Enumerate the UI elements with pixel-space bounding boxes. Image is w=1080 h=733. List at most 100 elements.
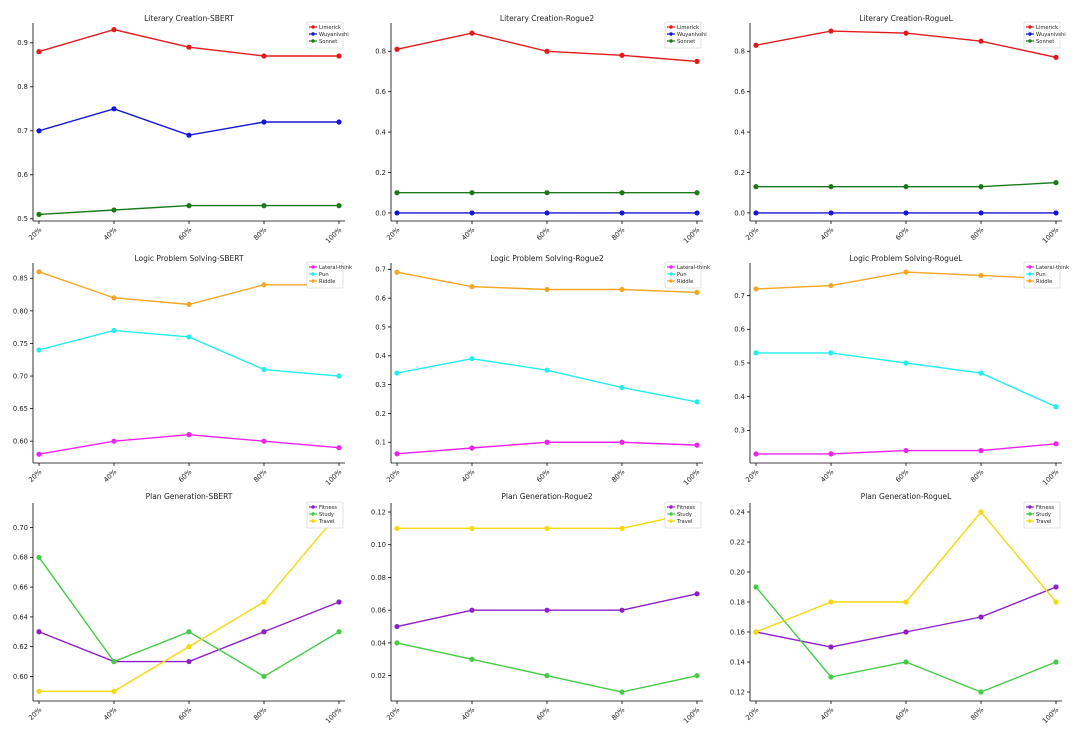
data-point <box>36 269 42 275</box>
data-point <box>1053 584 1059 590</box>
legend-marker <box>311 32 315 36</box>
data-point <box>544 48 550 54</box>
data-point <box>903 269 909 275</box>
data-point <box>469 656 475 662</box>
y-tick-label: 0.7 <box>734 292 745 300</box>
legend-label: Limerick <box>677 25 699 31</box>
y-tick-label: 0.02 <box>371 672 386 680</box>
data-point <box>619 210 625 216</box>
x-tick-label: 40% <box>819 225 836 242</box>
legend-label: Study <box>1036 512 1051 518</box>
y-tick-label: 0.4 <box>375 352 386 360</box>
x-tick-label: 60% <box>894 225 911 242</box>
data-point <box>903 210 909 216</box>
y-tick-label: 0.4 <box>375 129 386 137</box>
y-tick-label: 0.5 <box>734 359 745 367</box>
legend-marker <box>1028 32 1032 36</box>
y-tick-label: 0.3 <box>375 381 386 389</box>
legend-label: Wuyanlvshi <box>319 32 349 38</box>
series-wuyanlvshi <box>753 210 1059 216</box>
data-point <box>544 607 550 613</box>
data-point <box>336 119 342 125</box>
legend-label: Fitness <box>677 505 695 511</box>
data-point <box>753 350 759 356</box>
y-tick-label: 0.0 <box>375 209 386 217</box>
legend-marker <box>669 39 673 43</box>
chart-title: Plan Generation-RogueL <box>861 492 952 501</box>
series-sonnet <box>394 190 700 196</box>
data-point <box>469 525 475 531</box>
x-tick-label: 60% <box>535 705 552 722</box>
x-tick-label: 60% <box>177 705 194 722</box>
y-tick-label: 0.6 <box>375 295 386 303</box>
x-tick-label: 80% <box>969 467 986 484</box>
legend-marker <box>1028 505 1032 509</box>
data-point <box>394 525 400 531</box>
data-point <box>394 623 400 630</box>
series-travel <box>753 509 1059 635</box>
chart-3: Literary Creation-RogueL 0.0 0.2 0.4 0.6 0.8 2… <box>734 14 1066 245</box>
legend-marker <box>1028 272 1032 276</box>
data-point <box>903 599 909 605</box>
legend-label: Lateral-think <box>1036 265 1069 271</box>
chart-2: Literary Creation-Rogue2 0.0 0.2 0.4 0.6 0.8 2… <box>375 14 707 245</box>
y-tick-label: 0.18 <box>730 598 745 606</box>
y-tick-label: 0.75 <box>13 340 28 348</box>
y-tick-label: 0.04 <box>371 639 386 647</box>
data-point <box>336 203 342 209</box>
y-tick-label: 0.14 <box>730 658 745 666</box>
x-tick-label: 40% <box>460 467 477 484</box>
data-point <box>469 356 475 362</box>
legend-label: Fitness <box>1036 505 1054 511</box>
x-tick-label: 20% <box>385 705 402 722</box>
series-line <box>38 28 339 57</box>
data-point <box>394 210 400 216</box>
data-point <box>544 439 550 445</box>
data-point <box>903 659 909 665</box>
data-point <box>903 30 909 36</box>
data-point <box>36 554 42 560</box>
data-point <box>1053 659 1059 665</box>
series-riddle <box>753 269 1059 292</box>
legend-label: Limerick <box>319 25 341 31</box>
x-tick-label: 20% <box>385 225 402 242</box>
data-point <box>828 674 834 680</box>
series-line <box>396 357 698 403</box>
x-tick-label: 80% <box>610 225 627 242</box>
data-point <box>394 269 400 275</box>
y-tick-label: 0.1 <box>375 439 386 447</box>
data-point <box>111 658 117 665</box>
data-point <box>469 445 475 451</box>
series-line <box>755 586 1057 648</box>
x-tick-label: 40% <box>460 225 477 242</box>
y-tick-label: 0.5 <box>17 215 28 223</box>
legend-marker <box>669 519 673 523</box>
data-point <box>186 644 192 650</box>
data-point <box>828 644 834 650</box>
legend-marker <box>669 505 673 509</box>
data-point <box>261 673 267 680</box>
data-point <box>753 42 759 48</box>
data-point <box>978 38 984 44</box>
series-line <box>38 108 339 136</box>
legend-marker <box>311 519 315 523</box>
y-tick-label: 0.6 <box>734 88 745 96</box>
y-tick-label: 0.8 <box>17 83 28 91</box>
data-point <box>1053 441 1059 447</box>
legend-label: Fitness <box>319 505 337 511</box>
y-tick-label: 0.66 <box>13 584 28 592</box>
series-line <box>396 32 698 63</box>
series-limerick <box>753 28 1059 60</box>
x-tick-label: 20% <box>27 225 44 242</box>
legend-marker <box>311 279 315 283</box>
data-point <box>111 438 117 444</box>
data-point <box>394 46 400 52</box>
data-point <box>694 399 700 405</box>
data-point <box>619 689 625 695</box>
y-tick-label: 0.9 <box>17 39 28 47</box>
legend-label: Sonnet <box>319 39 337 45</box>
